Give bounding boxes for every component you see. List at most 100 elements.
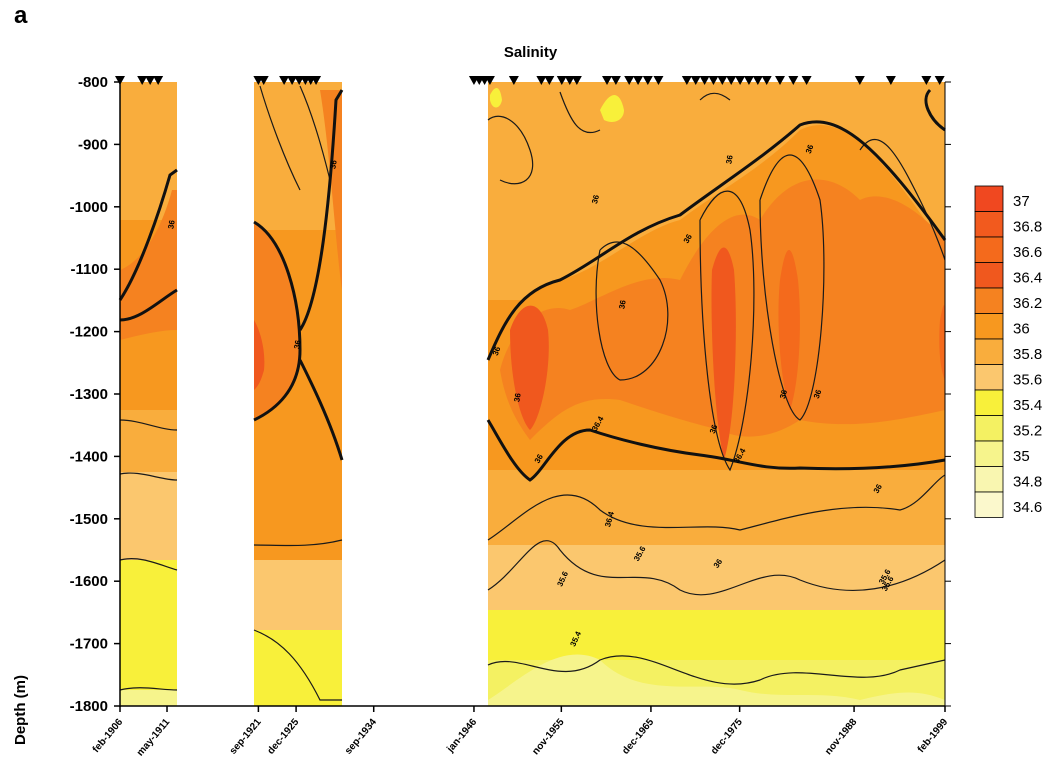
data-block-fill (254, 82, 342, 706)
fill-band (320, 90, 342, 290)
contour-value-label: 36 (812, 388, 824, 400)
sample-marker (610, 76, 621, 85)
contour-line (119, 687, 178, 691)
x-tick-label: sep-1934 (343, 717, 379, 757)
contour-value-label: 36 (328, 159, 339, 170)
sample-marker (854, 76, 865, 85)
contour-line (859, 138, 946, 261)
contour-line (253, 539, 343, 547)
legend-swatch (974, 236, 1004, 263)
legend-label: 34.6 (1013, 499, 1042, 516)
contour-value-label: 36 (778, 388, 789, 399)
fill-band (939, 305, 945, 380)
y-tick-label: -1500 (70, 511, 108, 528)
contour-line (299, 85, 331, 181)
legend-swatch (974, 491, 1004, 518)
fill-band (120, 82, 177, 220)
contour-value-label: 36 (708, 423, 720, 435)
sample-marker (536, 76, 547, 85)
contour-line (487, 655, 946, 685)
sample-marker (743, 76, 754, 85)
contour-line (595, 241, 669, 381)
contour-value-label: 36 (590, 193, 601, 204)
sample-marker (761, 76, 772, 85)
legend-swatch (974, 313, 1004, 340)
x-tick-label: nov-1955 (530, 717, 567, 758)
chart-title: Salinity (503, 44, 558, 61)
contour-line-thick (119, 288, 178, 322)
contour-line (119, 558, 178, 571)
legend-swatch (974, 389, 1004, 416)
y-tick-label: -1600 (70, 573, 108, 590)
legend-label: 36.4 (1013, 270, 1042, 287)
data-block-fill (120, 82, 177, 706)
y-tick-labels: -800 -900 -1000 -1100 -1200 -1300 -1400 -1500 -1… (70, 74, 108, 715)
fill-band (490, 88, 502, 108)
sample-marker (602, 76, 613, 85)
fill-band (254, 630, 342, 706)
x-tick-label: sep-1921 (228, 717, 264, 757)
sample-marker (508, 76, 519, 85)
contour-fills (120, 82, 945, 706)
sample-marker (115, 76, 125, 85)
axes (114, 81, 951, 712)
sample-marker (153, 76, 164, 85)
contour-line (559, 91, 601, 134)
y-tick-label: -800 (78, 74, 108, 91)
x-tick-label: feb-1999 (916, 717, 951, 755)
y-tick-label: -1200 (70, 324, 108, 341)
legend-swatch (974, 211, 1004, 238)
sample-marker (287, 76, 298, 85)
contour-line-thick (298, 89, 344, 331)
sample-marker (801, 76, 812, 85)
fill-band (120, 472, 177, 560)
legend-swatch (974, 466, 1004, 493)
contour-line (487, 540, 946, 596)
sample-marker (717, 76, 728, 85)
sample-marker (624, 76, 635, 85)
sample-marker (726, 76, 737, 85)
contour-lines (118, 85, 947, 701)
sample-markers (115, 76, 945, 85)
sample-marker (788, 76, 799, 85)
legend-label: 36.6 (1013, 244, 1042, 261)
fill-band (120, 410, 177, 472)
contour-value-label: 36 (804, 143, 816, 155)
fill-band (711, 247, 736, 460)
legend-label: 35.6 (1013, 372, 1042, 389)
sample-marker (642, 76, 653, 85)
y-tick-label: -1000 (70, 199, 108, 216)
y-tick-label: -1100 (70, 261, 108, 278)
fill-band (254, 222, 300, 420)
sample-marker (633, 76, 644, 85)
sample-marker (137, 76, 148, 85)
sample-marker (564, 76, 575, 85)
y-tick-label: -1400 (70, 448, 108, 465)
x-tick-label: may-1911 (135, 717, 173, 759)
contour-value-label: 36 (292, 339, 303, 350)
legend-label: 35.2 (1013, 423, 1042, 440)
sample-marker (258, 76, 269, 85)
legend-label: 36.2 (1013, 295, 1042, 312)
sample-marker (571, 76, 582, 85)
contour-value-label: 36 (617, 299, 628, 310)
contour-line-thick (924, 88, 946, 132)
x-tick-label: jan-1946 (444, 717, 479, 756)
legend-label: 35.4 (1013, 397, 1042, 414)
contour-line (487, 474, 946, 541)
legend-swatch (974, 338, 1004, 365)
sample-marker (145, 76, 156, 85)
fill-band (778, 250, 800, 410)
contour-line (487, 115, 534, 185)
x-tick-label: dec-1965 (620, 717, 656, 757)
legend-label: 37 (1013, 193, 1030, 210)
y-tick-label: -1300 (70, 386, 108, 403)
y-tick-label: -1700 (70, 636, 108, 653)
sample-marker (735, 76, 746, 85)
contour-line (699, 92, 731, 101)
x-tick-label: dec-1925 (265, 717, 301, 757)
sample-marker (484, 76, 495, 85)
sample-marker (921, 76, 932, 85)
sample-marker (775, 76, 785, 85)
